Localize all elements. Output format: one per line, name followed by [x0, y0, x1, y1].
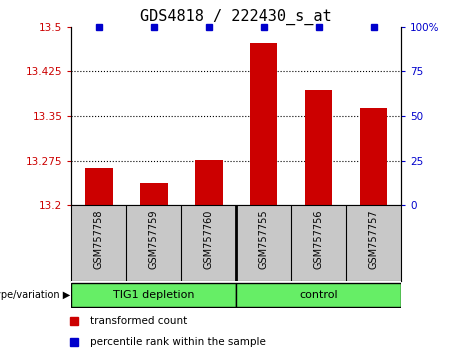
Text: TIG1 depletion: TIG1 depletion	[113, 290, 195, 300]
Text: control: control	[299, 290, 338, 300]
Text: GSM757758: GSM757758	[94, 209, 104, 269]
Text: GSM757757: GSM757757	[369, 209, 378, 269]
Bar	[360, 108, 387, 205]
Bar	[140, 183, 168, 205]
Text: GSM757756: GSM757756	[313, 209, 324, 269]
Text: GSM757760: GSM757760	[204, 209, 214, 268]
Text: genotype/variation ▶: genotype/variation ▶	[0, 290, 71, 300]
Text: GSM757759: GSM757759	[149, 209, 159, 269]
Bar	[236, 283, 401, 307]
Bar	[71, 283, 236, 307]
Title: GDS4818 / 222430_s_at: GDS4818 / 222430_s_at	[141, 9, 332, 25]
Bar	[305, 90, 332, 205]
Bar	[250, 42, 278, 205]
Bar	[195, 160, 223, 205]
Text: percentile rank within the sample: percentile rank within the sample	[90, 337, 266, 348]
Text: GSM757755: GSM757755	[259, 209, 269, 269]
Bar	[85, 169, 112, 205]
Text: transformed count: transformed count	[90, 316, 187, 326]
